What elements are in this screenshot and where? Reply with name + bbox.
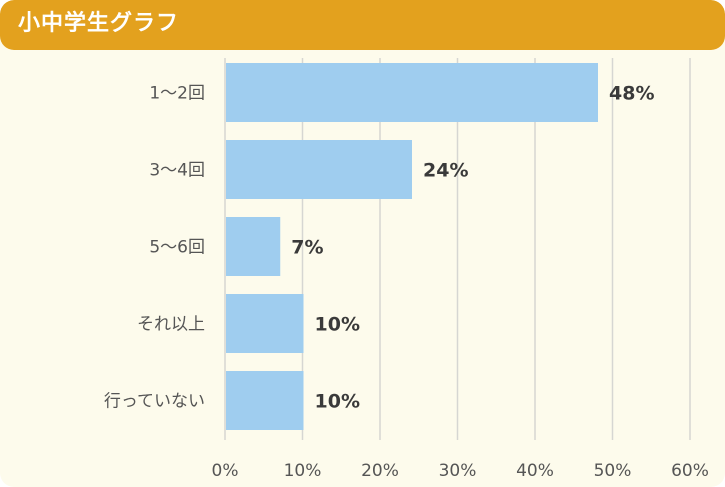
x-tick-label-40: 40% (516, 461, 554, 481)
data-label-1: 24% (423, 160, 468, 182)
x-tick-label-60: 60% (671, 461, 709, 481)
x-tick-label-10: 10% (284, 461, 322, 481)
x-tick-label-30: 30% (439, 461, 477, 481)
category-label-0: 1～2回 (149, 84, 205, 104)
bar-0 (226, 63, 598, 122)
bar-4 (226, 371, 304, 430)
x-tick-label-50: 50% (594, 461, 632, 481)
chart-title: 小中学生グラフ (18, 11, 180, 36)
x-tick-label-20: 20% (361, 461, 399, 481)
category-label-1: 3～4回 (149, 161, 205, 181)
bar-2 (226, 217, 281, 276)
data-label-2: 7% (291, 237, 323, 259)
category-label-3: それ以上 (137, 315, 205, 335)
category-label-2: 5～6回 (149, 238, 205, 258)
x-tick-label-0: 0% (212, 461, 239, 481)
bar-1 (226, 140, 412, 199)
data-label-4: 10% (315, 391, 360, 413)
data-label-0: 48% (609, 83, 654, 105)
category-label-4: 行っていない (104, 392, 205, 412)
data-label-3: 10% (315, 314, 360, 336)
chart-header: 小中学生グラフ (0, 0, 725, 50)
bar-3 (226, 294, 304, 353)
